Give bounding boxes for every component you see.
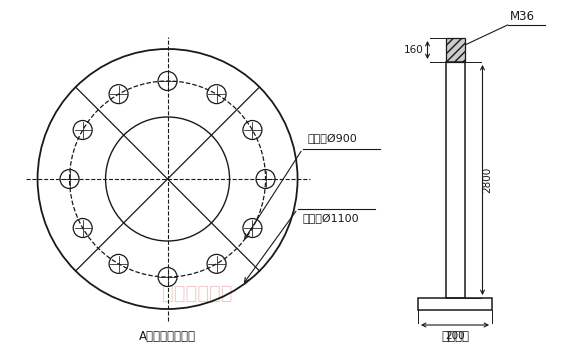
- Text: A、法兰盘示意图: A、法兰盘示意图: [139, 329, 196, 343]
- Text: 安装距Ø900: 安装距Ø900: [307, 134, 357, 144]
- FancyBboxPatch shape: [445, 38, 465, 62]
- Text: 160: 160: [404, 45, 424, 55]
- Text: 法兰盘Ø1100: 法兰盘Ø1100: [303, 214, 359, 224]
- Text: 2800: 2800: [482, 167, 492, 193]
- Text: 东菞七度照明: 东菞七度照明: [162, 284, 233, 303]
- Text: 200: 200: [445, 331, 465, 341]
- Text: 地脚螺栓: 地脚螺栓: [441, 329, 469, 343]
- Text: M36: M36: [509, 10, 534, 23]
